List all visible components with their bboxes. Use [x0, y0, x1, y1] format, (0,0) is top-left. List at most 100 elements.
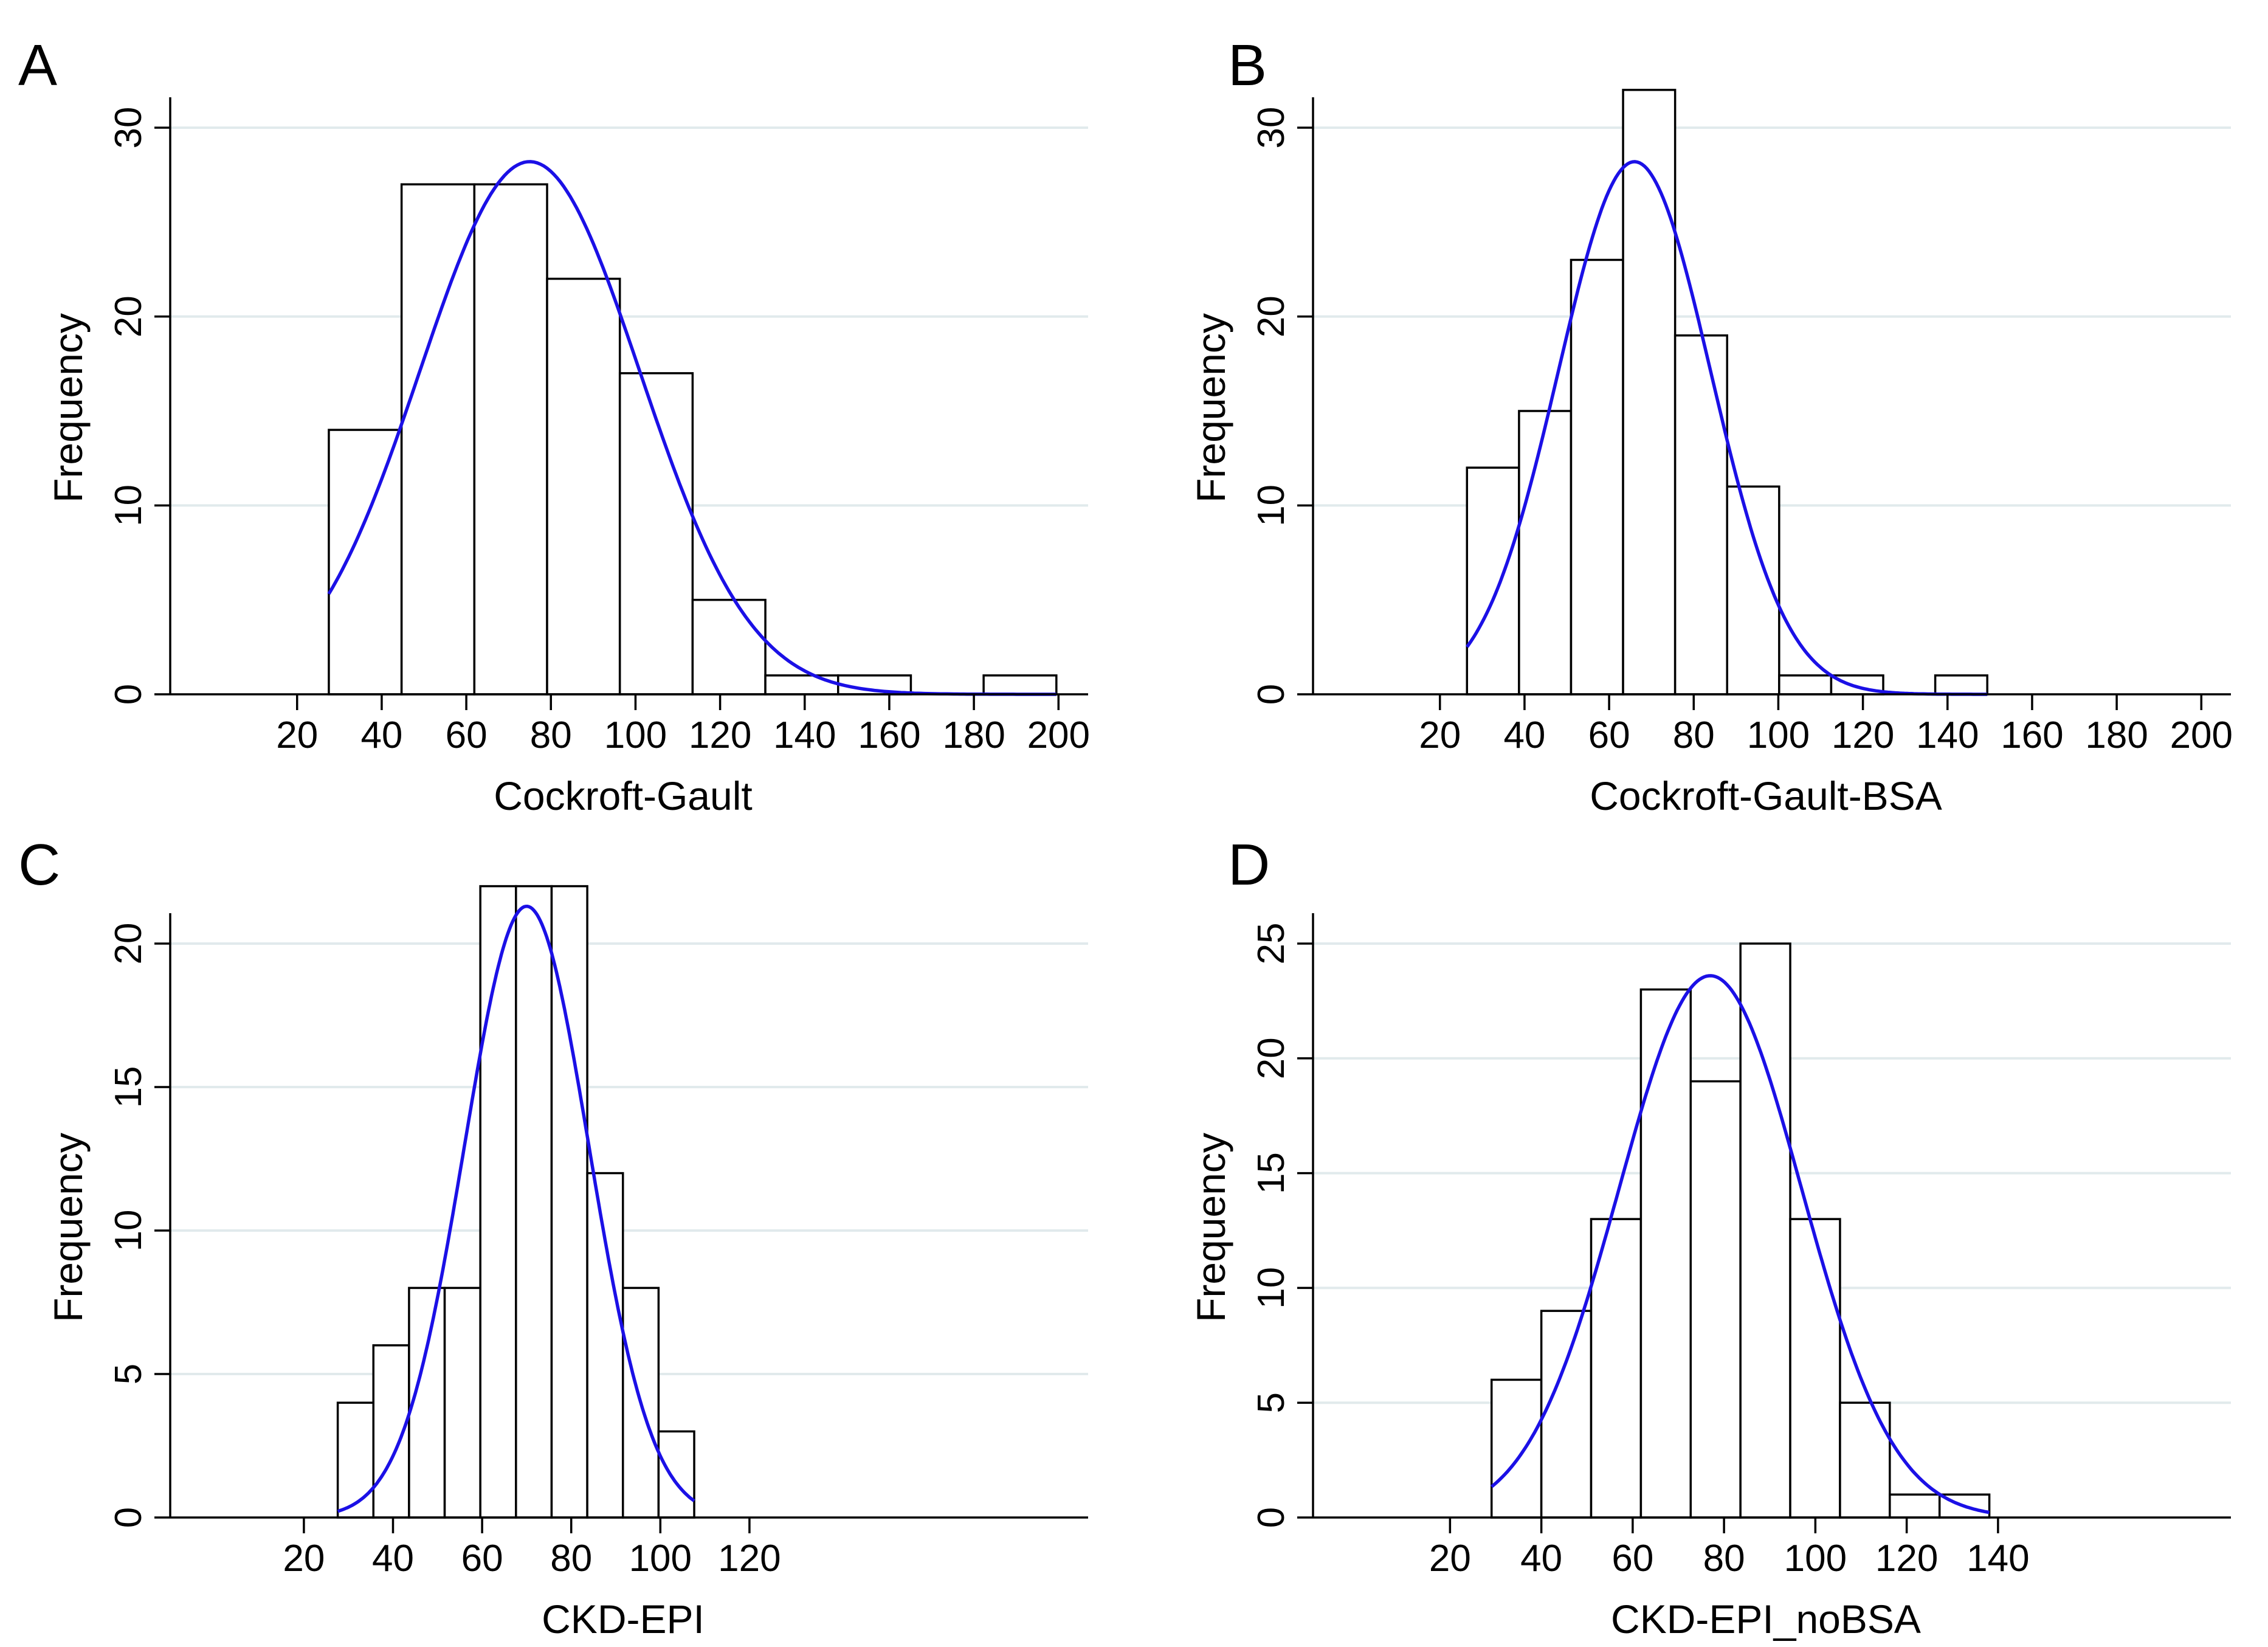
histogram-bar — [1778, 674, 1833, 696]
histogram-bar — [1739, 942, 1791, 1519]
histogram-bar — [1934, 674, 1988, 696]
x-tick-label: 140 — [1966, 1538, 2029, 1580]
x-axis-title: Cockroft-Gault-BSA — [1590, 773, 1942, 818]
histogram-bar — [1839, 1401, 1891, 1519]
x-tick-label: 160 — [858, 714, 920, 756]
histogram-bar — [515, 885, 553, 1519]
histogram-bar — [764, 674, 839, 696]
histogram-bar — [1673, 334, 1728, 696]
histogram-bar — [586, 1172, 624, 1519]
panel-a: A 0 10 20 30 20 40 60 80 100 120 140 160 180 200 Cockro… — [18, 33, 1090, 818]
x-tick-label: 80 — [550, 1538, 592, 1580]
x-tick-label: 20 — [276, 714, 318, 756]
histogram-bar — [657, 1430, 695, 1519]
x-tick-label: 120 — [689, 714, 751, 756]
y-tick-label: 0 — [1250, 1507, 1292, 1528]
x-tick-label: 80 — [1703, 1538, 1745, 1580]
x-tick-label: 20 — [1429, 1538, 1471, 1580]
x-tick-label: 80 — [530, 714, 572, 756]
x-tick-label: 100 — [1784, 1538, 1847, 1580]
y-axis-title: Frequency — [1188, 313, 1233, 503]
histogram-bar — [328, 429, 403, 696]
x-tick-label: 40 — [1503, 714, 1545, 756]
x-tick-label: 160 — [2001, 714, 2063, 756]
x-tick-label: 20 — [1419, 714, 1461, 756]
panel-letter: A — [18, 33, 57, 98]
panel-b: B 0 10 20 30 20 40 60 80 100 120 140 160 180 200 Cockro… — [1188, 33, 2233, 818]
y-tick-label: 10 — [108, 1210, 150, 1252]
x-axis-title: Cockroft-Gault — [494, 773, 752, 818]
y-tick-label: 20 — [1250, 295, 1292, 337]
normal-density-curve — [1466, 160, 1988, 696]
y-tick-label: 20 — [108, 295, 150, 337]
x-tick-label: 100 — [629, 1538, 692, 1580]
histogram-bar — [1622, 89, 1677, 696]
histogram-bar — [1570, 258, 1624, 696]
x-tick-label: 20 — [283, 1538, 325, 1580]
y-tick-label: 25 — [1250, 923, 1292, 965]
x-tick-label: 140 — [773, 714, 836, 756]
y-tick-label: 15 — [108, 1066, 150, 1108]
x-tick-label: 60 — [446, 714, 488, 756]
y-tick-label: 15 — [1250, 1152, 1292, 1194]
normal-density-curve — [337, 904, 695, 1513]
x-tick-label: 60 — [1611, 1538, 1653, 1580]
histogram-bar — [1466, 466, 1520, 696]
histogram-bar — [982, 674, 1058, 696]
histogram-bar — [1590, 1218, 1642, 1519]
panel-c: C 0 5 10 15 20 20 40 60 80 100 120 CKD-EPI Frequency — [18, 832, 1088, 1642]
y-axis-title: Frequency — [46, 1133, 91, 1322]
x-tick-label: 60 — [461, 1538, 503, 1580]
histogram-bar — [479, 885, 517, 1519]
y-axis-title: Frequency — [46, 313, 91, 503]
histogram-bar — [336, 1401, 375, 1519]
histogram-bar — [400, 183, 476, 696]
histogram-bar — [1689, 1080, 1742, 1519]
x-tick-label: 120 — [1875, 1538, 1938, 1580]
x-tick-label: 200 — [2170, 714, 2233, 756]
panel-letter: C — [18, 832, 60, 897]
histogram-bar — [550, 885, 588, 1519]
panel-d: D 0 5 10 15 20 25 20 40 60 80 100 120 140 CKD-EPI_noBS… — [1188, 832, 2231, 1642]
x-tick-label: 40 — [360, 714, 402, 756]
y-tick-label: 20 — [1250, 1037, 1292, 1079]
histogram-bar — [1726, 485, 1780, 696]
histogram-bar — [618, 372, 694, 696]
x-tick-label: 100 — [604, 714, 667, 756]
y-tick-label: 5 — [108, 1364, 150, 1384]
y-tick-label: 10 — [1250, 485, 1292, 527]
y-tick-label: 0 — [1250, 684, 1292, 705]
histogram-bar — [443, 1286, 481, 1519]
histogram-bar — [1490, 1378, 1543, 1519]
y-tick-label: 5 — [1250, 1392, 1292, 1413]
x-tick-label: 80 — [1673, 714, 1715, 756]
x-tick-label: 180 — [2085, 714, 2148, 756]
histogram-bar — [1889, 1493, 1941, 1519]
x-tick-label: 40 — [1520, 1538, 1562, 1580]
histogram-bar — [1518, 410, 1573, 696]
histogram-bar — [546, 277, 621, 696]
x-tick-label: 140 — [1916, 714, 1979, 756]
x-axis-title: CKD-EPI — [542, 1597, 705, 1642]
y-tick-label: 20 — [108, 923, 150, 965]
histogram-bar — [408, 1286, 446, 1519]
x-tick-label: 120 — [1832, 714, 1894, 756]
y-axis-title: Frequency — [1188, 1133, 1233, 1322]
histogram-bar — [1540, 1310, 1593, 1519]
histogram-bar — [473, 183, 548, 696]
y-tick-label: 30 — [108, 107, 150, 149]
y-tick-label: 0 — [108, 684, 150, 705]
x-axis-title: CKD-EPI_noBSA — [1611, 1597, 1921, 1642]
histogram-bar — [1789, 1218, 1841, 1519]
x-tick-label: 60 — [1588, 714, 1630, 756]
y-tick-label: 0 — [108, 1507, 150, 1528]
normal-density-curve — [1490, 974, 1990, 1514]
histogram-bar — [691, 598, 767, 696]
histogram-bar — [1639, 988, 1692, 1519]
y-tick-label: 10 — [1250, 1267, 1292, 1309]
x-tick-label: 200 — [1027, 714, 1090, 756]
panel-letter: B — [1228, 33, 1267, 98]
x-tick-label: 120 — [718, 1538, 781, 1580]
x-tick-label: 180 — [942, 714, 1005, 756]
